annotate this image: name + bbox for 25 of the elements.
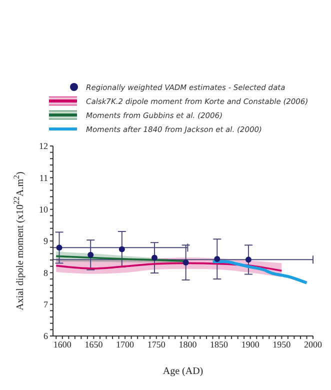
point <box>118 246 125 252</box>
point <box>151 254 158 261</box>
point <box>245 256 252 263</box>
x-tick-label: 1900 <box>241 339 260 350</box>
x-tick-label: 1950 <box>272 339 292 350</box>
x-tick-label: 1700 <box>116 339 135 350</box>
point <box>214 256 220 262</box>
x-axis-title: Age (AD) <box>162 366 204 377</box>
x-tick-label: 2000 <box>304 339 322 350</box>
y-tick-label: 11 <box>39 172 48 183</box>
point <box>182 260 189 266</box>
x-tick-label: 1800 <box>178 339 198 350</box>
y-tick-label: 8 <box>44 268 48 278</box>
y-tick-label: 7 <box>44 300 48 310</box>
x-tick-label: 1600 <box>53 339 72 350</box>
y-tick-label: 9 <box>44 236 48 246</box>
x-tick-label: 1750 <box>147 339 166 350</box>
line-series <box>211 260 308 284</box>
point <box>56 244 62 251</box>
point <box>88 252 94 258</box>
x-tick-label: 1650 <box>84 339 104 350</box>
x-tick-label: 1850 <box>210 339 229 350</box>
y-tick-label: 12 <box>39 141 48 152</box>
y-tick-label: 6 <box>44 331 48 342</box>
y-tick-label: 10 <box>39 204 48 215</box>
